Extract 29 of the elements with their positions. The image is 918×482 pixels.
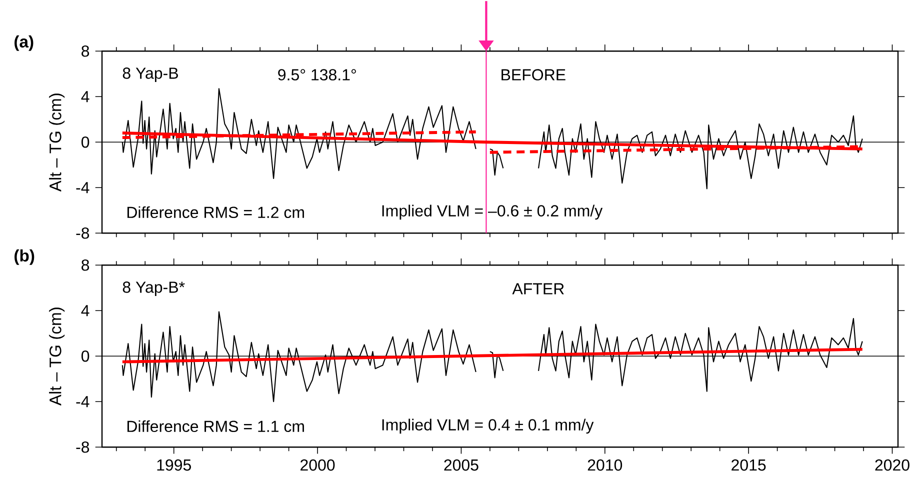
x-tick-label: 2015 xyxy=(732,459,766,471)
y-axis-title: Alt – TG (cm) xyxy=(49,94,65,192)
annotation: Difference RMS = 1.1 cm xyxy=(127,420,304,432)
y-tick-label: 0 xyxy=(81,350,90,362)
annotation: BEFORE xyxy=(502,69,566,80)
y-tick-label: 8 xyxy=(82,259,90,271)
y-tick-label: 4 xyxy=(81,305,90,316)
x-tick-label: 2000 xyxy=(300,459,335,471)
y-tick-label: -4 xyxy=(76,182,90,194)
annotation: 8 Yap-B xyxy=(122,67,178,82)
y-axis-title: Alt – TG (cm) xyxy=(49,308,65,406)
annotation: 8 Yap-B* xyxy=(122,281,185,296)
x-tick-label: 2010 xyxy=(588,459,622,471)
y-tick-label: -8 xyxy=(76,441,90,453)
chart-title: (b) xyxy=(14,249,34,265)
y-tick-label: 4 xyxy=(81,91,90,102)
x-tick-label: 1995 xyxy=(157,459,191,471)
annotation: Implied VLM = –0.6 ± 0.2 mm/y xyxy=(382,204,603,220)
y-tick-label: -8 xyxy=(76,227,90,239)
x-tick-label: 2020 xyxy=(875,459,910,471)
annotation: Difference RMS = 1.2 cm xyxy=(127,206,304,218)
annotation: AFTER xyxy=(512,283,564,294)
annotation: 9.5° 138.1° xyxy=(278,69,356,80)
y-tick-label: -4 xyxy=(76,396,90,408)
chart-title: (a) xyxy=(14,35,34,51)
x-tick-label: 2005 xyxy=(444,459,478,471)
y-tick-label: 0 xyxy=(81,136,90,148)
y-tick-label: 8 xyxy=(82,45,90,57)
annotation: Implied VLM = 0.4 ± 0.1 mm/y xyxy=(382,418,594,434)
